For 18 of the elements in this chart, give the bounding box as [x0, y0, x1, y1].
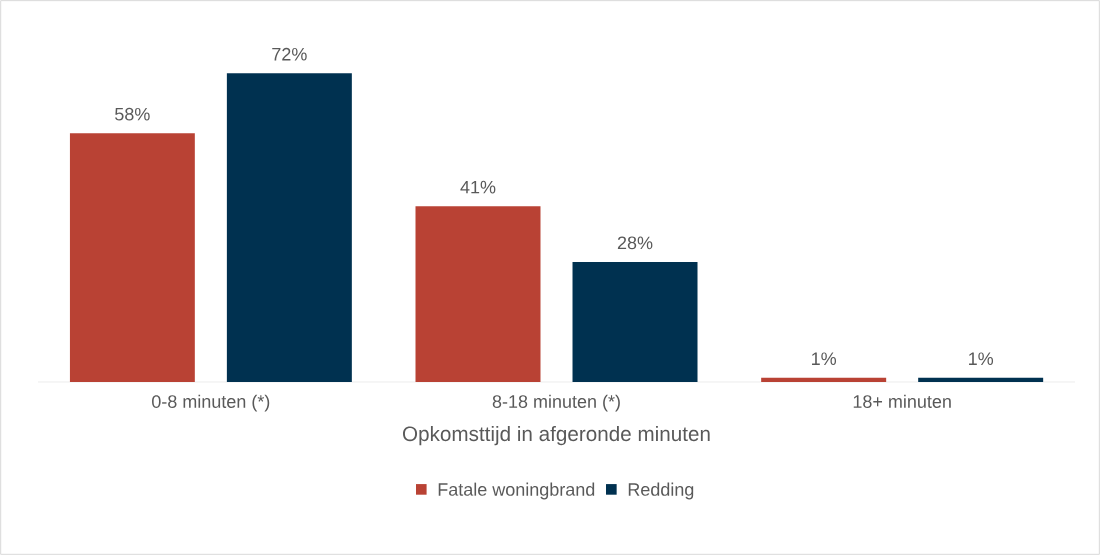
bar: [761, 377, 887, 382]
data-label: 28%: [617, 236, 653, 250]
bar: [918, 377, 1044, 382]
data-label: 41%: [460, 180, 496, 194]
x-tick-label: 8-18 minuten (*): [492, 394, 620, 412]
data-label: 1%: [812, 352, 837, 365]
x-tick-label: 18+ minuten: [853, 394, 951, 408]
data-label: 58%: [115, 107, 150, 121]
bar: [226, 73, 352, 382]
data-label: 1%: [969, 352, 994, 365]
legend-label: Fatale woningbrand: [438, 482, 595, 500]
bar: [69, 133, 195, 382]
x-axis-title: Opkomsttijd in afgeronde minuten: [402, 425, 710, 446]
x-tick-label: 0-8 minuten (*): [152, 394, 270, 412]
legend-label: Redding: [628, 482, 694, 500]
bar: [415, 206, 541, 382]
data-label: 72%: [272, 47, 307, 61]
bar: [572, 261, 698, 382]
